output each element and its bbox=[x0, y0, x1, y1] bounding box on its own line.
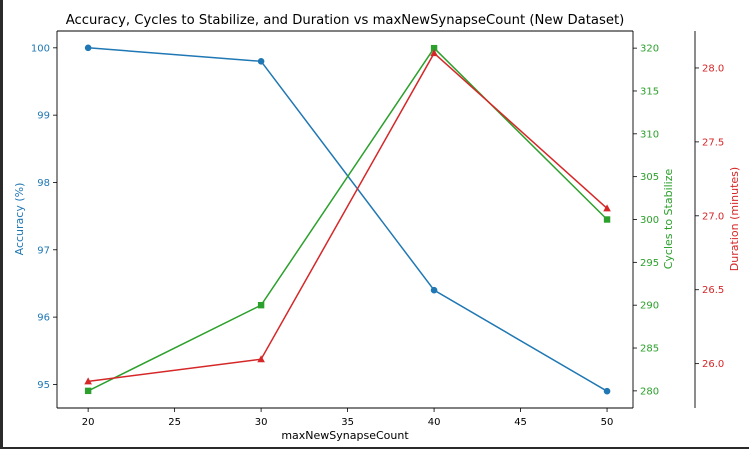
data-point-duration bbox=[257, 355, 265, 363]
y-tick-label-accuracy: 100 bbox=[31, 43, 50, 54]
y-tick-label-accuracy: 95 bbox=[37, 380, 50, 391]
data-point-cycles bbox=[430, 44, 438, 52]
y-axis-label-accuracy: Accuracy (%) bbox=[13, 183, 26, 256]
data-point-accuracy bbox=[603, 387, 611, 395]
x-tick-label: 20 bbox=[82, 417, 95, 428]
y-tick-label-cycles: 305 bbox=[640, 172, 659, 183]
x-tick-label: 40 bbox=[428, 417, 441, 428]
window-edge-left bbox=[0, 0, 3, 449]
y-tick-label-cycles: 300 bbox=[640, 215, 659, 226]
y-tick-label-duration: 27.0 bbox=[702, 211, 724, 222]
x-tick-label: 25 bbox=[168, 417, 181, 428]
x-tick-label: 30 bbox=[255, 417, 268, 428]
y-tick-label-duration: 27.5 bbox=[702, 137, 724, 148]
x-tick-label: 35 bbox=[341, 417, 354, 428]
x-tick-label: 50 bbox=[601, 417, 614, 428]
y-tick-label-accuracy: 99 bbox=[37, 111, 50, 122]
data-point-duration bbox=[430, 49, 438, 57]
data-point-accuracy bbox=[257, 57, 265, 65]
data-point-accuracy bbox=[84, 44, 92, 52]
x-tick-label: 45 bbox=[514, 417, 527, 428]
y-tick-label-accuracy: 97 bbox=[37, 245, 50, 256]
series-line-cycles bbox=[87, 46, 608, 392]
data-point-cycles bbox=[257, 301, 265, 309]
y-tick-label-cycles: 315 bbox=[640, 86, 659, 97]
data-point-cycles bbox=[603, 216, 611, 223]
y-axis-label-duration: Duration (minutes) bbox=[728, 167, 741, 271]
data-point-accuracy bbox=[430, 286, 438, 294]
series-line-accuracy bbox=[88, 47, 608, 392]
y-tick-label-cycles: 310 bbox=[640, 129, 659, 140]
data-point-duration bbox=[603, 204, 611, 212]
y-tick-label-duration: 26.5 bbox=[702, 285, 724, 296]
y-tick-label-duration: 26.0 bbox=[702, 359, 724, 370]
y-tick-label-cycles: 320 bbox=[640, 44, 659, 55]
data-point-duration bbox=[84, 377, 92, 385]
y-axis-label-cycles: Cycles to Stabilize bbox=[662, 168, 675, 269]
chart-title: Accuracy, Cycles to Stabilize, and Durat… bbox=[66, 13, 625, 28]
data-point-cycles bbox=[84, 387, 92, 395]
window-edge-bottom bbox=[0, 447, 749, 449]
y-tick-label-accuracy: 98 bbox=[37, 178, 50, 189]
y-tick-label-cycles: 295 bbox=[640, 258, 659, 269]
y-tick-label-accuracy: 96 bbox=[37, 313, 50, 324]
x-axis-label: maxNewSynapseCount bbox=[281, 429, 409, 442]
y-tick-label-cycles: 290 bbox=[640, 301, 659, 312]
y-tick-label-cycles: 285 bbox=[640, 344, 659, 355]
series-line-duration bbox=[88, 52, 608, 383]
y-tick-label-cycles: 280 bbox=[640, 386, 659, 397]
y-tick-label-duration: 28.0 bbox=[702, 63, 724, 74]
